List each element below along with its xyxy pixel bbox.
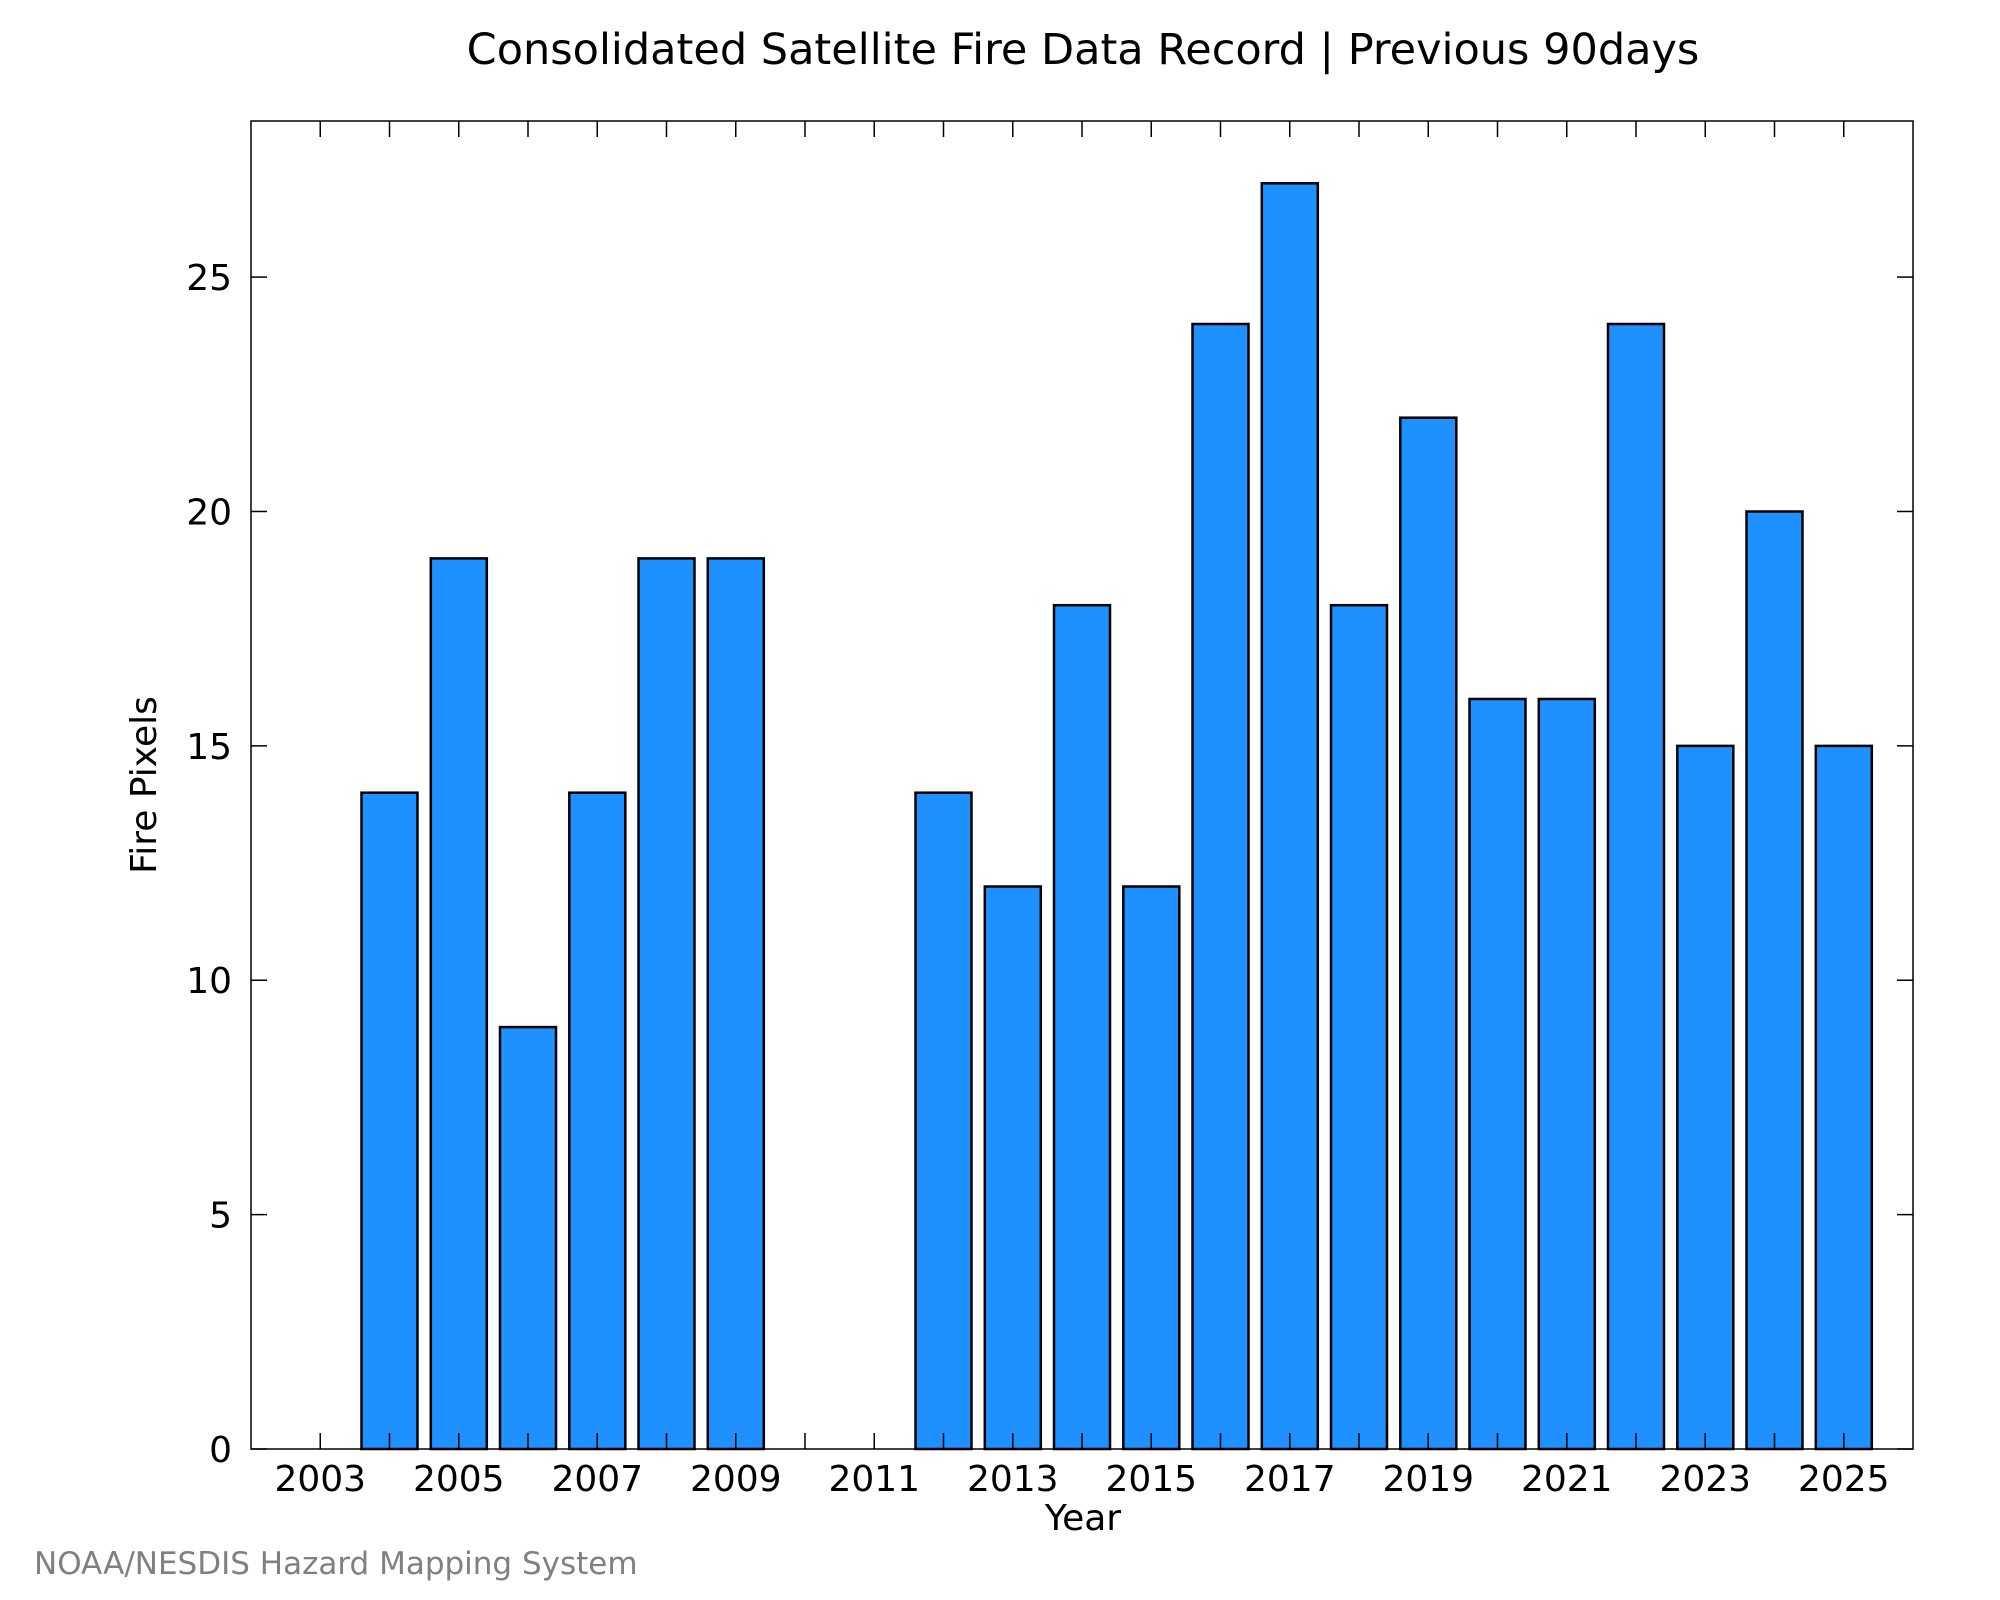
x-tick-label-2005: 2005 [413, 1459, 505, 1500]
x-tick-label-2019: 2019 [1382, 1459, 1474, 1500]
y-tick-label-15: 15 [186, 727, 232, 768]
y-tick-label-10: 10 [186, 961, 232, 1002]
bar-2007 [568, 791, 627, 1451]
x-tick-label-2017: 2017 [1244, 1459, 1336, 1500]
bar-2018 [1329, 603, 1389, 1451]
chart-title: Consolidated Satellite Fire Data Record … [467, 25, 1700, 75]
footer-credit: NOAA/NESDIS Hazard Mapping System [34, 1546, 638, 1582]
y-tick-label-0: 0 [209, 1430, 232, 1471]
bar-2012 [914, 791, 973, 1451]
y-axis-label: Fire Pixels [124, 696, 165, 874]
bar-2015 [1122, 885, 1181, 1451]
bar-2008 [637, 557, 696, 1451]
x-tick-label-2007: 2007 [551, 1459, 643, 1500]
y-tick-label-25: 25 [186, 258, 232, 299]
x-tick-label-2025: 2025 [1798, 1459, 1890, 1500]
bar-2013 [983, 885, 1043, 1451]
x-tick-label-2021: 2021 [1521, 1459, 1613, 1500]
bar-2017 [1260, 182, 1320, 1451]
x-tick-label-2015: 2015 [1105, 1459, 1197, 1500]
plot-frame [250, 120, 1914, 1450]
bar-2016 [1191, 322, 1250, 1451]
bar-2014 [1052, 603, 1112, 1451]
bars-group [360, 182, 1874, 1451]
bar-2024 [1745, 510, 1804, 1451]
bar-2004 [360, 791, 419, 1451]
bar-2020 [1468, 697, 1527, 1451]
x-axis-label: Year [1044, 1498, 1121, 1539]
bar-2019 [1399, 416, 1458, 1451]
y-tick-label-20: 20 [186, 492, 232, 533]
bar-2022 [1606, 322, 1666, 1451]
bar-2025 [1814, 744, 1874, 1451]
x-tick-label-2003: 2003 [274, 1459, 366, 1500]
ticks-group: 2003 2005 2007 2009 2011 2013 2015 2017 2019 2021… [186, 121, 1913, 1500]
bar-2005 [429, 557, 489, 1451]
x-tick-label-2009: 2009 [690, 1459, 782, 1500]
bar-2023 [1676, 744, 1735, 1451]
x-tick-label-2023: 2023 [1659, 1459, 1751, 1500]
y-tick-label-5: 5 [209, 1196, 232, 1237]
x-tick-label-2011: 2011 [828, 1459, 920, 1500]
x-tick-label-2013: 2013 [967, 1459, 1059, 1500]
bar-2021 [1537, 697, 1597, 1451]
bar-2009 [706, 557, 766, 1451]
bar-2006 [498, 1025, 558, 1451]
